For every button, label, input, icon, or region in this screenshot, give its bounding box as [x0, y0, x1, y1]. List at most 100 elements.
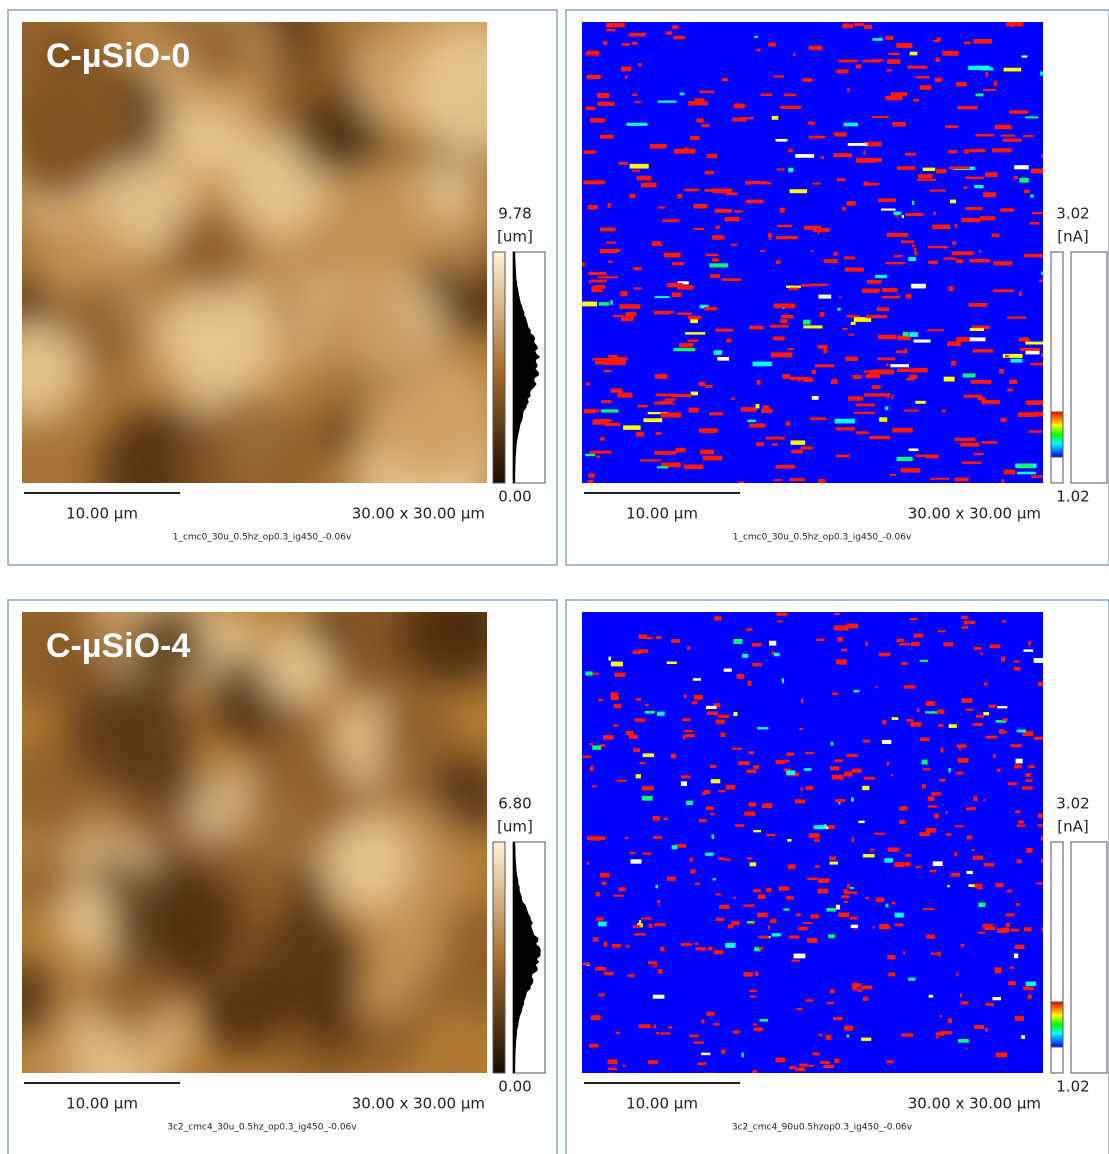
speck — [878, 334, 897, 340]
speck — [608, 656, 612, 661]
speck — [879, 924, 891, 930]
speck — [848, 396, 863, 401]
colorbar-range — [1050, 1001, 1064, 1048]
speck — [715, 893, 721, 896]
speck — [888, 972, 896, 977]
speck — [756, 442, 764, 447]
speck — [969, 328, 984, 331]
speck — [689, 135, 700, 140]
speck — [846, 623, 859, 629]
speck — [803, 225, 822, 230]
speck — [775, 260, 781, 264]
speck — [1021, 786, 1033, 790]
speck — [665, 31, 673, 35]
speck — [657, 206, 666, 209]
speck — [961, 698, 973, 703]
speck — [870, 848, 875, 852]
speck — [1028, 430, 1042, 433]
speck — [860, 985, 873, 990]
speck — [999, 368, 1004, 374]
speck — [618, 161, 629, 165]
speck — [894, 213, 899, 217]
speck — [798, 379, 801, 383]
speck — [938, 723, 944, 727]
speck — [836, 659, 847, 665]
speck — [877, 357, 896, 361]
speck — [664, 398, 676, 401]
speck — [620, 66, 632, 72]
speck — [715, 225, 721, 229]
speck — [1037, 681, 1043, 686]
speck — [626, 122, 648, 126]
speck — [1030, 194, 1034, 198]
speck — [616, 248, 621, 253]
speck — [971, 848, 975, 851]
speck — [680, 942, 692, 946]
speck — [732, 117, 747, 122]
speck — [954, 437, 976, 441]
speck — [709, 263, 729, 268]
speck — [676, 312, 692, 315]
speck — [647, 411, 668, 415]
speck — [950, 360, 957, 366]
speck — [1023, 927, 1032, 932]
speck — [899, 806, 908, 811]
speck — [1016, 824, 1026, 827]
speck — [590, 1015, 601, 1021]
speck — [843, 889, 848, 894]
speck — [885, 35, 894, 40]
speck — [1002, 353, 1023, 358]
blob — [320, 411, 364, 456]
speck — [635, 698, 642, 701]
scan-size: 30.00 x 30.00 µm — [352, 1095, 485, 1113]
speck — [890, 364, 910, 368]
speck — [896, 638, 904, 643]
speck — [607, 1067, 617, 1071]
speck — [862, 288, 880, 293]
speck — [993, 80, 998, 86]
speck — [928, 245, 949, 249]
speck — [894, 923, 904, 927]
speck — [1001, 656, 1006, 662]
speck — [814, 838, 820, 842]
speck — [834, 759, 843, 763]
scale-unit: [nA] — [1057, 818, 1088, 836]
scale-max: 6.80 — [498, 795, 531, 813]
speck — [818, 294, 832, 299]
speck — [1033, 658, 1043, 663]
speck — [830, 741, 834, 746]
speck — [746, 921, 755, 924]
speck — [961, 461, 982, 464]
speck — [624, 836, 629, 840]
speck — [1041, 271, 1043, 275]
speck — [733, 712, 738, 717]
speck — [852, 985, 858, 991]
speck — [818, 878, 830, 884]
speck — [948, 166, 970, 170]
speck — [898, 862, 911, 867]
speck — [613, 704, 622, 709]
speck — [1040, 352, 1043, 357]
speck — [963, 394, 982, 398]
speck — [587, 479, 594, 483]
speck — [829, 856, 836, 861]
speck — [826, 908, 836, 912]
speck — [992, 997, 1001, 1001]
speck — [949, 199, 957, 204]
speck — [1015, 758, 1023, 764]
speck — [677, 281, 689, 285]
speck — [635, 774, 642, 779]
speck — [910, 722, 922, 727]
speck — [1007, 388, 1013, 392]
speck — [974, 184, 984, 189]
speck — [879, 417, 888, 422]
current-panel: 3.02 [nA] 1.02 10.00 µm 30.00 x 30.00 µm 3c2_… — [565, 599, 1109, 1154]
sample-label: C-µSiO-0 — [46, 37, 190, 75]
speck — [746, 769, 757, 774]
speck — [625, 730, 634, 736]
speck — [694, 942, 699, 945]
speck — [598, 921, 607, 927]
speck — [738, 761, 750, 766]
speck — [606, 22, 625, 28]
speck — [598, 698, 603, 701]
